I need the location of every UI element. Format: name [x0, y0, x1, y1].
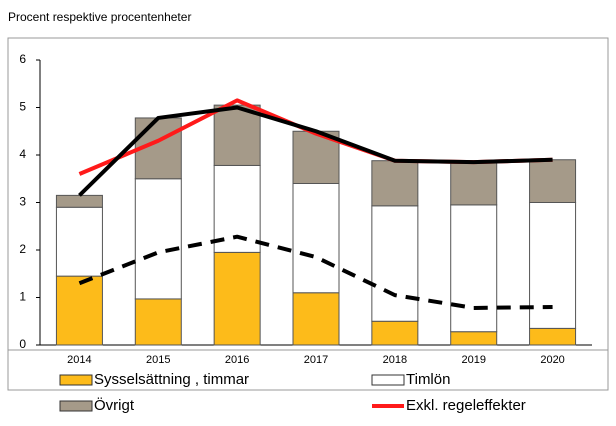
bar-segment: [55, 206, 103, 277]
y-tick-label: 0: [19, 337, 26, 351]
legend-label: Exkl. regeleffekter: [406, 397, 526, 414]
bar-segment: [529, 327, 577, 346]
x-tick-label: 2014: [67, 354, 91, 366]
x-tick-label: 2015: [146, 354, 170, 366]
bar-segment: [55, 275, 103, 346]
line: [78, 105, 553, 197]
bar-segment: [134, 178, 182, 300]
x-tick-label: 2018: [383, 354, 407, 366]
bar-segment: [529, 159, 577, 203]
bar-segment: [529, 202, 577, 329]
y-tick-label: 1: [19, 290, 26, 304]
y-tick-label: 5: [19, 100, 26, 114]
y-tick-label: 3: [19, 195, 26, 209]
x-tick-label: 2019: [461, 354, 485, 366]
bar-segment: [450, 331, 498, 346]
y-tick-label: 2: [19, 242, 26, 256]
legend-swatch: [59, 400, 93, 412]
chart-frame: [7, 37, 609, 391]
x-tick-label: 2016: [225, 354, 249, 366]
bar-segment: [371, 160, 419, 207]
bar-segment: [371, 205, 419, 322]
bar-segment: [292, 292, 340, 346]
legend-label: Övrigt: [94, 396, 135, 414]
bar-segment: [55, 194, 103, 208]
bar-segment: [134, 298, 182, 346]
bar-segment: [213, 251, 261, 346]
chart-subtitle: Procent respektive procentenheter: [8, 10, 191, 24]
bar-segment: [292, 183, 340, 294]
x-tick-label: 2020: [540, 354, 564, 366]
y-tick-label: 4: [19, 147, 26, 161]
legend-label: Sysselsättning , timmar: [94, 371, 249, 388]
legend-label: Timlön: [406, 371, 450, 388]
bar-segment: [371, 320, 419, 346]
bar-segment: [213, 104, 261, 166]
x-tick-label: 2017: [304, 354, 328, 366]
legend-swatch: [59, 374, 93, 386]
y-tick-label: 6: [19, 52, 26, 66]
bar-segment: [450, 161, 498, 206]
bar-segment: [450, 204, 498, 333]
legend-swatch: [371, 374, 405, 386]
